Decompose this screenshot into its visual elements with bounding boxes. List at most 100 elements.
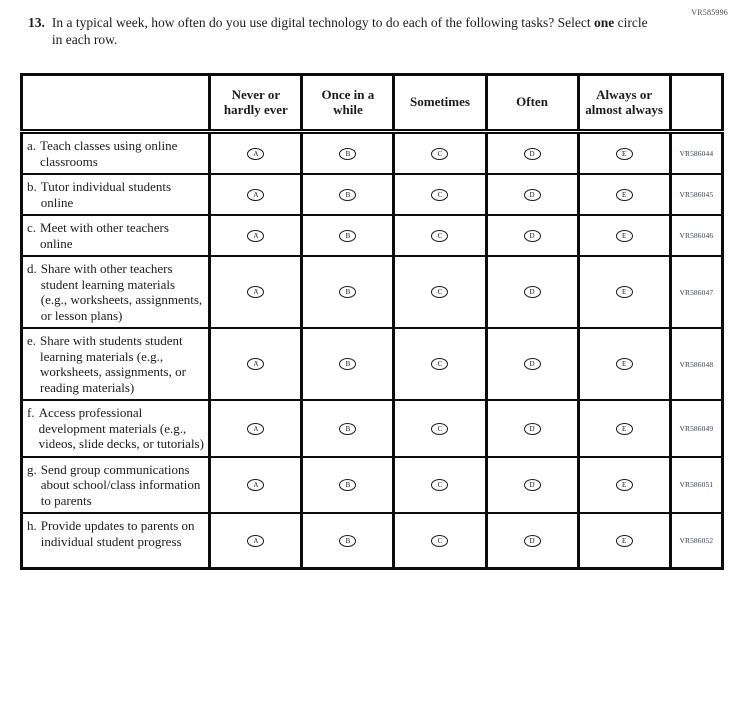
option-cell-always-or-almost-always: E bbox=[576, 399, 672, 458]
row-letter-label: f. bbox=[27, 405, 35, 420]
option-bubble-e[interactable]: E bbox=[615, 534, 633, 547]
row-task-text: Tutor individual students online bbox=[40, 179, 172, 210]
option-cell-once-in-a-while: B bbox=[300, 455, 396, 514]
header-never-or-hardly-ever: Never or hardly ever bbox=[208, 73, 304, 134]
row-letter-label: g. bbox=[27, 461, 37, 477]
option-bubble-a[interactable]: A bbox=[247, 147, 265, 160]
row-task-text: Share with students student learning mat… bbox=[40, 333, 186, 395]
option-cell-often: D bbox=[484, 455, 580, 514]
option-bubble-a[interactable]: A bbox=[247, 479, 265, 492]
option-bubble-b[interactable]: B bbox=[339, 534, 357, 547]
option-bubble-d[interactable]: D bbox=[523, 422, 541, 435]
option-cell-never-or-hardly-ever: A bbox=[208, 455, 304, 514]
option-bubble-d[interactable]: D bbox=[523, 534, 541, 547]
option-cell-sometimes: C bbox=[392, 130, 488, 175]
option-bubble-e[interactable]: E bbox=[615, 229, 633, 242]
option-bubble-e[interactable]: E bbox=[615, 147, 633, 160]
table-row: c. Meet with other teachers online A B C… bbox=[19, 214, 725, 257]
option-cell-never-or-hardly-ever: A bbox=[208, 399, 304, 458]
header-always-or-almost-always: Always or almost always bbox=[576, 73, 672, 134]
option-bubble-c[interactable]: C bbox=[431, 358, 449, 371]
option-bubble-b[interactable]: B bbox=[339, 358, 357, 371]
option-bubble-d[interactable]: D bbox=[523, 147, 541, 160]
option-bubble-d[interactable]: D bbox=[523, 188, 541, 201]
option-bubble-b[interactable]: B bbox=[339, 147, 357, 160]
option-cell-once-in-a-while: B bbox=[300, 399, 396, 458]
option-bubble-d[interactable]: D bbox=[523, 229, 541, 242]
option-cell-once-in-a-while: B bbox=[300, 173, 396, 216]
row-letter-label: a. bbox=[27, 138, 37, 153]
option-bubble-a[interactable]: A bbox=[247, 534, 265, 547]
row-variable-code: VR586047 bbox=[668, 255, 725, 329]
option-bubble-b[interactable]: B bbox=[339, 286, 357, 299]
option-cell-often: D bbox=[484, 399, 580, 458]
row-variable-code: VR586052 bbox=[668, 512, 725, 569]
option-cell-often: D bbox=[484, 327, 580, 401]
table-row: g. Send group communications about schoo… bbox=[19, 455, 725, 514]
header-often: Often bbox=[484, 73, 580, 134]
row-task-text: Meet with other teachers online bbox=[40, 220, 169, 251]
option-cell-never-or-hardly-ever: A bbox=[208, 130, 304, 175]
option-cell-sometimes: C bbox=[392, 214, 488, 257]
option-bubble-e[interactable]: E bbox=[615, 422, 633, 435]
option-bubble-c[interactable]: C bbox=[431, 229, 449, 242]
option-cell-often: D bbox=[484, 255, 580, 329]
option-bubble-c[interactable]: C bbox=[431, 286, 449, 299]
option-bubble-a[interactable]: A bbox=[247, 229, 265, 242]
row-variable-code: VR586046 bbox=[668, 214, 725, 257]
table-row: b. Tutor individual students online A B … bbox=[19, 173, 725, 216]
header-row: Never or hardly ever Once in a while Som… bbox=[19, 73, 725, 134]
row-task-text: Provide updates to parents on individual… bbox=[40, 518, 195, 549]
option-bubble-d[interactable]: D bbox=[523, 358, 541, 371]
option-cell-always-or-almost-always: E bbox=[576, 255, 672, 329]
task-cell: e. Share with students student learning … bbox=[19, 327, 212, 401]
option-bubble-d[interactable]: D bbox=[523, 286, 541, 299]
header-sometimes: Sometimes bbox=[392, 73, 488, 134]
task-cell: h. Provide updates to parents on individ… bbox=[19, 512, 212, 569]
option-bubble-c[interactable]: C bbox=[431, 147, 449, 160]
option-bubble-e[interactable]: E bbox=[615, 358, 633, 371]
option-cell-never-or-hardly-ever: A bbox=[208, 512, 304, 569]
row-task-text: Send group communications about school/c… bbox=[40, 461, 201, 508]
option-cell-once-in-a-while: B bbox=[300, 327, 396, 401]
frequency-matrix-table: Never or hardly ever Once in a while Som… bbox=[19, 73, 725, 570]
question-13: 13. In a typical week, how often do you … bbox=[28, 14, 658, 48]
row-variable-code: VR586051 bbox=[668, 455, 725, 514]
option-bubble-c[interactable]: C bbox=[431, 188, 449, 201]
option-bubble-a[interactable]: A bbox=[247, 286, 265, 299]
table-row: h. Provide updates to parents on individ… bbox=[19, 512, 725, 569]
option-bubble-a[interactable]: A bbox=[247, 422, 265, 435]
option-cell-always-or-almost-always: E bbox=[576, 455, 672, 514]
option-bubble-e[interactable]: E bbox=[615, 188, 633, 201]
option-bubble-b[interactable]: B bbox=[339, 188, 357, 201]
row-variable-code: VR586044 bbox=[668, 130, 725, 175]
question-text-lead: In a typical week, how often do you use … bbox=[51, 15, 594, 30]
option-bubble-c[interactable]: C bbox=[431, 534, 449, 547]
option-cell-often: D bbox=[484, 173, 580, 216]
task-cell: d. Share with other teachers student lea… bbox=[19, 255, 212, 329]
header-code-blank bbox=[668, 73, 725, 134]
option-bubble-e[interactable]: E bbox=[615, 286, 633, 299]
header-once-in-a-while: Once in a while bbox=[300, 73, 396, 134]
option-bubble-d[interactable]: D bbox=[523, 479, 541, 492]
question-text-emphasis: one bbox=[593, 15, 615, 30]
page-variable-code: VR585996 bbox=[691, 8, 728, 17]
row-letter-label: b. bbox=[27, 179, 37, 194]
option-bubble-e[interactable]: E bbox=[615, 479, 633, 492]
row-letter-label: d. bbox=[27, 261, 37, 276]
row-variable-code: VR586048 bbox=[668, 327, 725, 401]
option-bubble-c[interactable]: C bbox=[431, 479, 449, 492]
option-bubble-b[interactable]: B bbox=[339, 422, 357, 435]
option-bubble-b[interactable]: B bbox=[339, 229, 357, 242]
option-bubble-c[interactable]: C bbox=[431, 422, 449, 435]
option-bubble-b[interactable]: B bbox=[339, 479, 357, 492]
option-bubble-a[interactable]: A bbox=[247, 358, 265, 371]
question-text: In a typical week, how often do you use … bbox=[52, 14, 658, 48]
option-cell-never-or-hardly-ever: A bbox=[208, 327, 304, 401]
row-letter-label: h. bbox=[27, 518, 37, 533]
option-bubble-a[interactable]: A bbox=[247, 188, 265, 201]
task-cell: f. Access professional development mater… bbox=[19, 399, 212, 458]
option-cell-never-or-hardly-ever: A bbox=[208, 214, 304, 257]
option-cell-once-in-a-while: B bbox=[300, 512, 396, 569]
